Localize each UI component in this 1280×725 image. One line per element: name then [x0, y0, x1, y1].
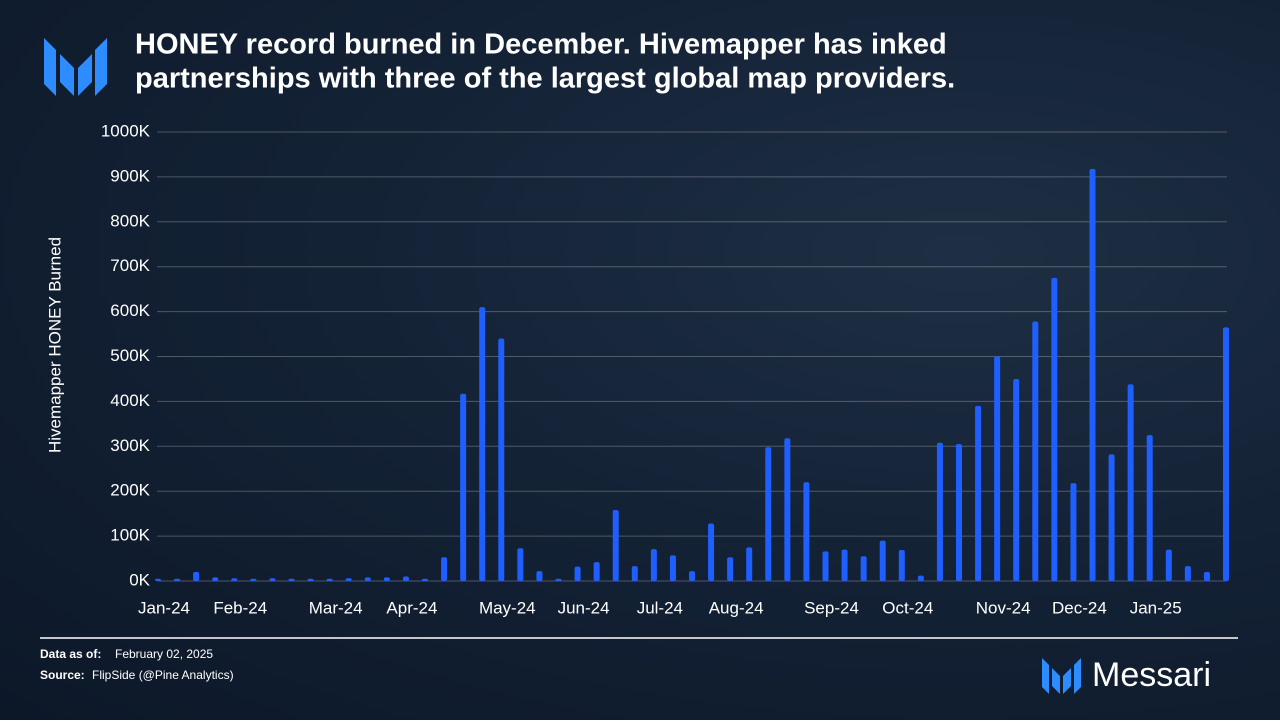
- x-tick-label: Jun-24: [558, 598, 610, 617]
- bar: [422, 578, 428, 581]
- y-axis-label: Hivemapper HONEY Burned: [45, 237, 64, 453]
- bar: [1070, 483, 1077, 581]
- bar: [1051, 277, 1058, 581]
- y-tick-label: 1000K: [101, 121, 151, 140]
- bar: [460, 393, 467, 581]
- bar: [383, 577, 390, 581]
- bar: [612, 510, 619, 581]
- bar: [326, 578, 333, 581]
- chart-title: HONEY record burned in December. Hivemap…: [135, 29, 947, 61]
- bar: [1089, 168, 1096, 581]
- bar: [288, 578, 295, 581]
- bar: [689, 571, 695, 581]
- y-tick-label: 500K: [110, 346, 150, 365]
- y-tick-label: 600K: [110, 301, 150, 320]
- x-tick-label: Jan-25: [1130, 598, 1182, 617]
- bar: [1013, 378, 1020, 581]
- x-tick-label: May-24: [479, 598, 536, 617]
- x-tick-label: Jan-24: [138, 598, 190, 617]
- footer-text: February 02, 2025: [115, 647, 213, 661]
- y-tick-label: 300K: [110, 436, 150, 455]
- bar: [307, 578, 314, 581]
- bar: [860, 556, 867, 581]
- bar: [936, 442, 943, 581]
- y-tick-label: 0K: [129, 570, 150, 589]
- footer-label: Source:: [40, 668, 85, 682]
- x-tick-label: Dec-24: [1052, 598, 1107, 617]
- bar: [536, 571, 543, 581]
- y-tick-label: 100K: [110, 526, 150, 545]
- bar: [784, 438, 791, 581]
- bar: [1108, 454, 1115, 581]
- bar: [231, 578, 238, 581]
- bar: [479, 307, 486, 581]
- y-tick-label: 900K: [110, 166, 150, 185]
- bar: [345, 578, 352, 581]
- chart-title: partnerships with three of the largest g…: [135, 63, 955, 95]
- x-tick-label: Feb-24: [213, 598, 267, 617]
- x-tick-label: Oct-24: [882, 598, 933, 617]
- bar: [1146, 435, 1153, 581]
- bar: [212, 577, 219, 581]
- bar: [746, 547, 753, 581]
- y-tick-label: 800K: [110, 211, 150, 230]
- logo: [44, 38, 107, 96]
- footer-label: Data as of:: [40, 647, 101, 661]
- bar: [1184, 566, 1191, 581]
- y-tick-label: 700K: [110, 256, 150, 275]
- bar: [269, 578, 276, 581]
- bar: [402, 576, 409, 581]
- bar: [1203, 572, 1210, 581]
- bar: [498, 338, 505, 581]
- x-tick-label: Aug-24: [709, 598, 764, 617]
- footer-text: FlipSide (@Pine Analytics): [92, 668, 234, 682]
- bar: [1032, 321, 1039, 581]
- bar: [708, 523, 715, 581]
- bar: [669, 555, 676, 581]
- bar: [803, 482, 810, 581]
- bar: [441, 557, 448, 581]
- bar: [364, 577, 371, 581]
- bar: [1127, 384, 1134, 581]
- bar: [174, 578, 181, 581]
- x-tick-label: Apr-24: [386, 598, 437, 617]
- bar: [898, 550, 905, 581]
- bar: [593, 562, 600, 581]
- x-tick-label: Sep-24: [804, 598, 859, 617]
- bar: [650, 549, 657, 581]
- bar: [250, 578, 257, 581]
- x-tick-label: Nov-24: [976, 598, 1031, 617]
- y-tick-label: 200K: [110, 481, 150, 500]
- bar: [822, 551, 829, 581]
- bar: [1223, 327, 1229, 581]
- y-tick-label: 400K: [110, 391, 150, 410]
- bar: [517, 548, 524, 581]
- bar: [631, 566, 638, 581]
- bar: [975, 405, 982, 581]
- bar: [765, 447, 772, 581]
- bar: [555, 578, 562, 581]
- bar: [994, 356, 1001, 581]
- bar: [155, 578, 161, 581]
- bar: [727, 557, 734, 581]
- x-tick-label: Mar-24: [309, 598, 363, 617]
- bar: [1165, 549, 1172, 581]
- bar: [917, 575, 924, 581]
- bar: [879, 540, 886, 581]
- bar: [841, 549, 848, 581]
- bar: [574, 566, 581, 581]
- brand-logo: [1042, 658, 1081, 694]
- bar: [956, 444, 962, 581]
- bar: [193, 572, 200, 581]
- brand-name: Messari: [1092, 656, 1211, 694]
- x-tick-label: Jul-24: [637, 598, 683, 617]
